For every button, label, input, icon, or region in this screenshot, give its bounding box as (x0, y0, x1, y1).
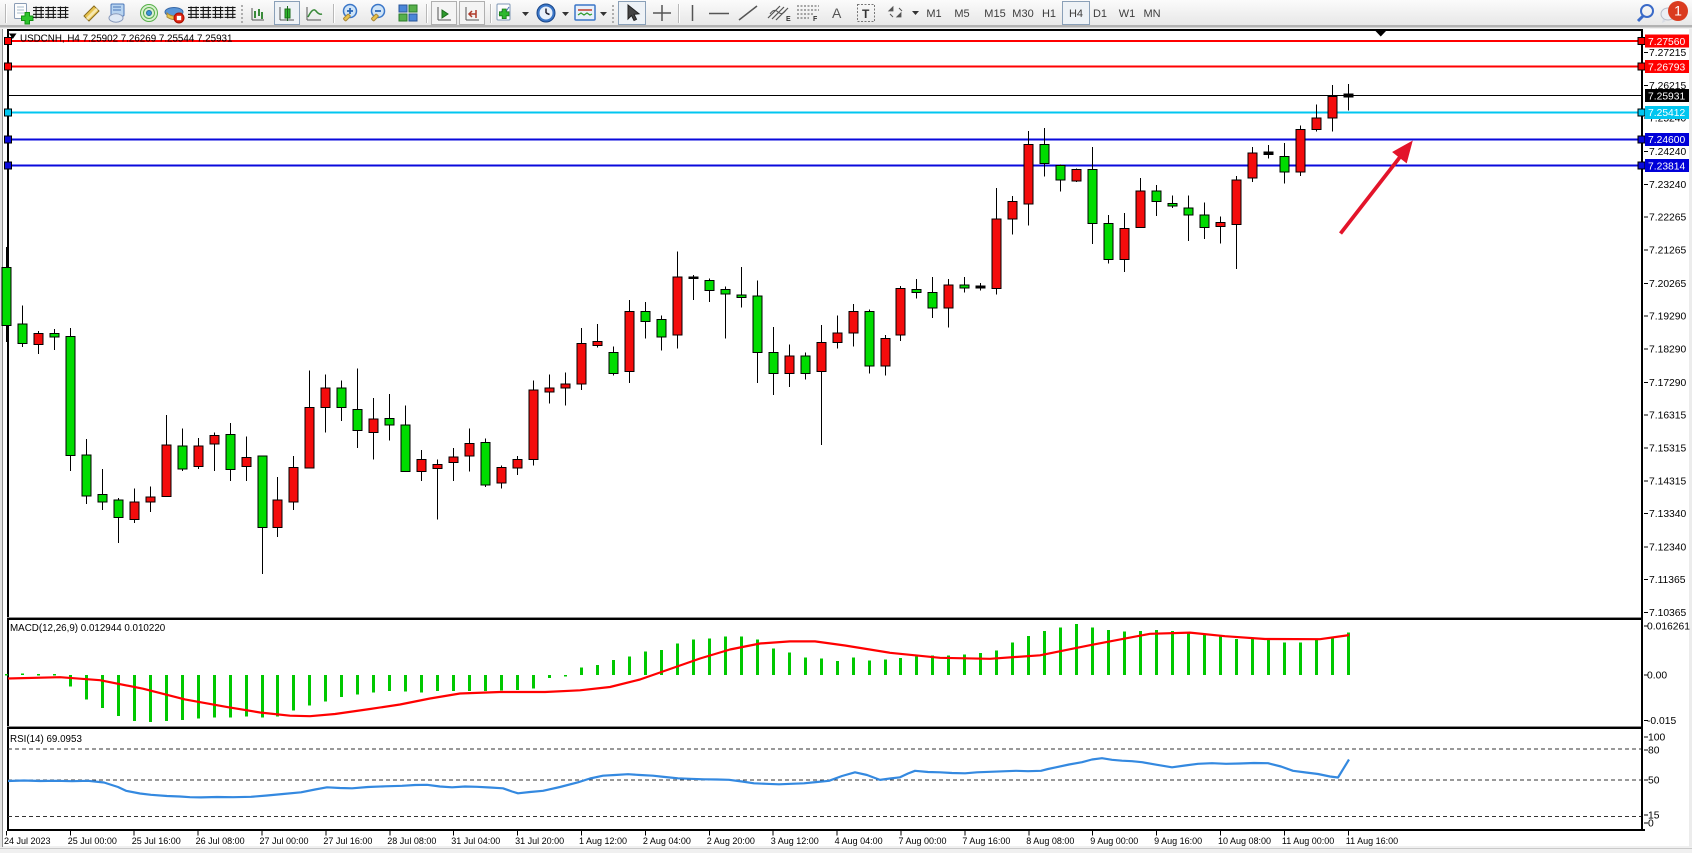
svg-text:25 Jul 16:00: 25 Jul 16:00 (132, 836, 181, 846)
svg-text:25 Jul 00:00: 25 Jul 00:00 (68, 836, 117, 846)
svg-text:2 Aug 04:00: 2 Aug 04:00 (643, 836, 691, 846)
svg-text:7.25931: 7.25931 (1648, 91, 1685, 102)
svg-text:10 Aug 08:00: 10 Aug 08:00 (1218, 836, 1271, 846)
svg-text:31 Jul 04:00: 31 Jul 04:00 (451, 836, 500, 846)
svg-text:W1: W1 (1119, 8, 1136, 20)
svg-text:24 Jul 2023: 24 Jul 2023 (4, 836, 51, 846)
svg-text:MACD(12,26,9) 0.012944 0.01022: MACD(12,26,9) 0.012944 0.010220 (10, 623, 166, 634)
svg-text:7.12340: 7.12340 (1649, 542, 1686, 553)
svg-text:7.26215: 7.26215 (1649, 81, 1686, 92)
svg-text:11 Aug 00:00: 11 Aug 00:00 (1282, 836, 1334, 846)
svg-text:7.22265: 7.22265 (1649, 213, 1686, 224)
svg-text:7.13340: 7.13340 (1649, 509, 1686, 520)
svg-text:E: E (786, 16, 791, 23)
svg-text:7 Aug 00:00: 7 Aug 00:00 (899, 836, 947, 846)
svg-text:2 Aug 20:00: 2 Aug 20:00 (707, 836, 755, 846)
svg-text:D1: D1 (1093, 8, 1107, 20)
svg-text:27 Jul 16:00: 27 Jul 16:00 (323, 836, 372, 846)
svg-text:7.24600: 7.24600 (1648, 135, 1685, 146)
svg-text:7.19290: 7.19290 (1649, 311, 1686, 322)
svg-text:7.25412: 7.25412 (1648, 108, 1685, 119)
svg-text:3 Aug 12:00: 3 Aug 12:00 (771, 836, 819, 846)
svg-text:7.27215: 7.27215 (1649, 48, 1686, 59)
svg-text:M5: M5 (954, 8, 969, 20)
svg-text:T: T (862, 7, 870, 21)
svg-text:11 Aug 16:00: 11 Aug 16:00 (1346, 836, 1398, 846)
svg-text:50: 50 (1648, 775, 1660, 786)
svg-text:RSI(14) 69.0953: RSI(14) 69.0953 (10, 734, 82, 745)
svg-text:7.10365: 7.10365 (1649, 608, 1686, 619)
svg-text:MN: MN (1143, 8, 1160, 20)
svg-text:9 Aug 00:00: 9 Aug 00:00 (1090, 836, 1138, 846)
svg-text:8 Aug 08:00: 8 Aug 08:00 (1026, 836, 1074, 846)
svg-text:F: F (813, 16, 818, 23)
svg-text:27 Jul 00:00: 27 Jul 00:00 (260, 836, 309, 846)
svg-text:7.16315: 7.16315 (1649, 410, 1686, 421)
svg-text:7.27560: 7.27560 (1648, 37, 1685, 48)
svg-text:1 Aug 12:00: 1 Aug 12:00 (579, 836, 627, 846)
svg-text:0.016261: 0.016261 (1647, 621, 1690, 632)
svg-text:4 Aug 04:00: 4 Aug 04:00 (835, 836, 883, 846)
svg-text:7.25240: 7.25240 (1649, 114, 1686, 125)
svg-text:-0.015: -0.015 (1647, 716, 1676, 727)
svg-text:7.21265: 7.21265 (1649, 246, 1686, 257)
svg-text:9 Aug 16:00: 9 Aug 16:00 (1154, 836, 1202, 846)
svg-text:100: 100 (1648, 733, 1665, 744)
svg-text:M1: M1 (926, 8, 941, 20)
svg-text:7.24240: 7.24240 (1649, 147, 1686, 158)
svg-text:7.23814: 7.23814 (1648, 161, 1685, 172)
svg-text:7.11365: 7.11365 (1649, 575, 1686, 586)
svg-text:31 Jul 20:00: 31 Jul 20:00 (515, 836, 564, 846)
svg-text:M30: M30 (1012, 8, 1033, 20)
svg-text:1: 1 (1674, 3, 1682, 19)
svg-text:26 Jul 08:00: 26 Jul 08:00 (196, 836, 245, 846)
svg-text:7.20265: 7.20265 (1649, 279, 1686, 290)
svg-text:7.14315: 7.14315 (1649, 477, 1686, 488)
svg-text:7.15315: 7.15315 (1649, 444, 1686, 455)
svg-text:7.23240: 7.23240 (1649, 180, 1686, 191)
svg-text:H1: H1 (1042, 8, 1056, 20)
svg-text:80: 80 (1648, 746, 1660, 757)
svg-text:M15: M15 (984, 8, 1005, 20)
svg-text:7 Aug 16:00: 7 Aug 16:00 (962, 836, 1010, 846)
svg-text:USDCNH, H4 7.25902 7.26269 7.: USDCNH, H4 7.25902 7.26269 7.25544 7.259… (20, 34, 232, 45)
svg-text:7.18290: 7.18290 (1649, 345, 1686, 356)
svg-text:0.00: 0.00 (1647, 670, 1667, 681)
svg-text:7.17290: 7.17290 (1649, 378, 1686, 389)
svg-text:28 Jul 08:00: 28 Jul 08:00 (387, 836, 436, 846)
svg-text:7.26793: 7.26793 (1648, 62, 1685, 73)
svg-text:A: A (832, 5, 842, 21)
svg-text:15: 15 (1648, 811, 1660, 822)
svg-text:0: 0 (1648, 818, 1654, 829)
svg-text:H4: H4 (1069, 8, 1083, 20)
